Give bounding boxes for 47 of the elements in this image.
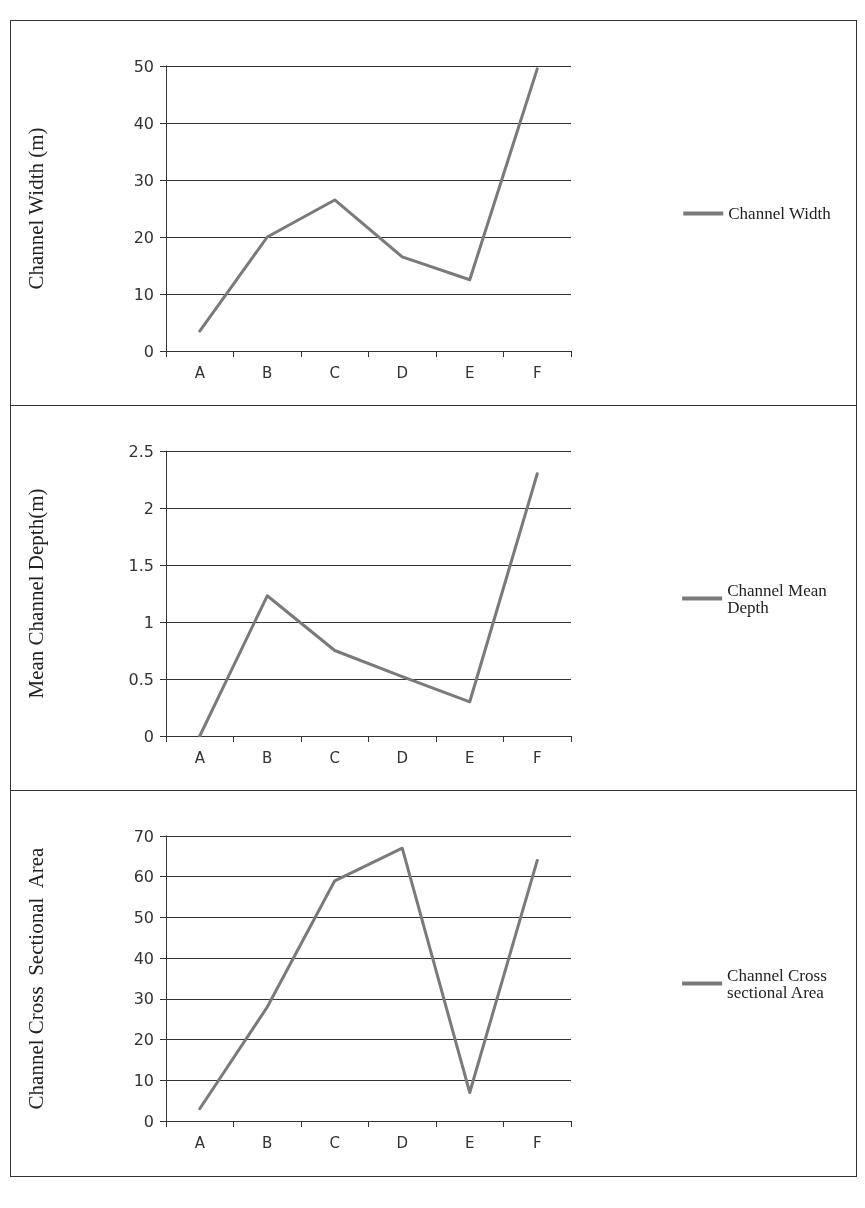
y-tick-label: 0.5: [128, 669, 154, 689]
x-tick-label: E: [465, 363, 475, 382]
y-tick-label: 0: [143, 1111, 154, 1131]
y-tick-label: 40: [133, 948, 154, 968]
y-tick-label: 0: [143, 341, 154, 361]
x-tick-label: E: [465, 1133, 475, 1152]
x-tick-label: F: [532, 748, 542, 767]
y-tick-label: 1.5: [128, 555, 154, 575]
x-tick-label: D: [396, 363, 409, 382]
x-tick-label: D: [396, 1133, 409, 1152]
y-tick-label: 10: [133, 1070, 154, 1090]
x-tick-label: A: [194, 363, 206, 382]
x-tick-label: E: [465, 748, 475, 767]
y-tick-label: 10: [133, 284, 154, 304]
x-tick-label: B: [262, 363, 273, 382]
x-tick-label: A: [194, 748, 206, 767]
y-tick-label: 2.5: [128, 441, 154, 461]
legend-label: Channel Cross sectional Area: [727, 965, 832, 1002]
x-tick-label: F: [532, 1133, 542, 1152]
y-tick-label: 20: [133, 227, 154, 247]
x-tick-label: B: [262, 748, 273, 767]
legend-label: Channel Width: [728, 204, 832, 223]
y-tick-label: 30: [133, 989, 154, 1009]
legend-label: Channel Mean Depth: [727, 580, 831, 617]
y-tick-label: 1: [143, 612, 154, 632]
x-tick-label: B: [262, 1133, 273, 1152]
y-tick-label: 20: [133, 1030, 154, 1050]
line-series: [198, 67, 539, 333]
y-axis-title: Mean Channel Depth(m): [23, 488, 48, 699]
y-axis-title: Channel Width (m): [23, 127, 48, 290]
y-tick-label: 70: [133, 826, 154, 846]
x-tick-label: F: [532, 363, 542, 382]
x-tick-label: C: [329, 1133, 340, 1152]
x-tick-label: A: [194, 1133, 206, 1152]
line-series: [198, 472, 539, 738]
y-tick-label: 50: [133, 907, 154, 927]
x-tick-label: C: [329, 748, 340, 767]
x-tick-label: D: [396, 748, 409, 767]
line-series: [198, 846, 539, 1111]
y-tick-label: 50: [133, 56, 154, 76]
y-axis-title: Channel Cross Sectional Area: [23, 846, 48, 1110]
y-tick-label: 40: [133, 113, 154, 133]
y-tick-label: 2: [143, 498, 154, 518]
y-tick-label: 0: [143, 726, 154, 746]
x-tick-label: C: [329, 363, 340, 382]
y-tick-label: 30: [133, 170, 154, 190]
y-tick-label: 60: [133, 867, 154, 887]
